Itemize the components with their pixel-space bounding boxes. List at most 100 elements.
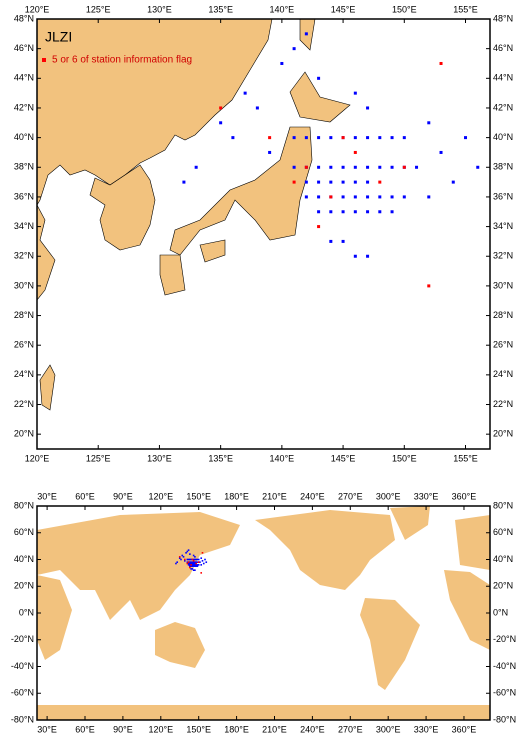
x-tick-label: 180°E xyxy=(224,724,249,734)
station xyxy=(181,554,184,557)
station xyxy=(255,106,259,110)
station xyxy=(353,254,357,258)
station xyxy=(304,136,308,140)
x-tick-label: 300°E xyxy=(376,724,401,734)
station xyxy=(182,180,186,184)
x-tick-label: 120°E xyxy=(148,724,173,734)
y-tick-label: -20°N xyxy=(493,634,516,644)
station xyxy=(196,558,199,561)
station xyxy=(190,565,192,567)
x-tick-label: 90°E xyxy=(113,724,133,734)
y-tick-label: 60°N xyxy=(493,527,513,537)
station xyxy=(192,561,195,563)
station xyxy=(196,561,199,563)
station xyxy=(186,561,189,563)
station xyxy=(183,560,186,562)
station xyxy=(353,136,357,140)
station xyxy=(186,558,189,561)
y-tick-label: 80°N xyxy=(14,500,34,510)
x-tick-label: 60°E xyxy=(75,724,95,734)
station xyxy=(464,136,468,140)
station xyxy=(192,560,195,562)
station xyxy=(191,562,194,565)
station xyxy=(280,61,284,65)
x-tick-label: 145°E xyxy=(331,453,356,463)
station xyxy=(190,561,192,563)
x-tick-label: 120°E xyxy=(148,491,173,501)
station xyxy=(402,195,406,199)
station xyxy=(176,561,179,563)
station xyxy=(378,165,382,169)
y-tick-label: 34°N xyxy=(14,221,34,231)
station xyxy=(194,558,196,561)
y-tick-label: -60°N xyxy=(493,688,516,698)
station xyxy=(439,61,443,65)
y-tick-label: 36°N xyxy=(14,191,34,201)
station xyxy=(205,561,208,563)
station xyxy=(390,210,394,214)
station xyxy=(190,564,192,566)
station xyxy=(451,180,455,184)
station xyxy=(200,557,203,559)
legend-swatch xyxy=(42,58,46,62)
station xyxy=(329,136,333,140)
station xyxy=(189,553,191,555)
station xyxy=(366,180,370,184)
y-tick-label: 0°N xyxy=(19,607,34,617)
y-tick-label: 0°N xyxy=(493,607,508,617)
station xyxy=(219,106,223,110)
station xyxy=(192,562,195,565)
station xyxy=(415,165,419,169)
station xyxy=(353,195,357,199)
y-tick-label: 26°N xyxy=(14,340,34,350)
station xyxy=(390,136,394,140)
y-tick-label: 44°N xyxy=(493,73,513,83)
x-tick-label: 145°E xyxy=(331,4,356,14)
x-tick-label: 155°E xyxy=(453,453,478,463)
y-tick-label: 44°N xyxy=(14,73,34,83)
x-tick-label: 125°E xyxy=(86,453,111,463)
station xyxy=(317,76,321,80)
y-tick-label: 28°N xyxy=(493,310,513,320)
station xyxy=(178,557,181,559)
station xyxy=(231,136,235,140)
station xyxy=(341,180,345,184)
station xyxy=(317,165,321,169)
station xyxy=(194,556,196,558)
y-tick-label: 46°N xyxy=(493,43,513,53)
station xyxy=(427,195,431,199)
x-tick-label: 360°E xyxy=(452,491,477,501)
station xyxy=(185,552,187,554)
station xyxy=(353,150,357,154)
station xyxy=(191,568,194,570)
station xyxy=(175,562,177,565)
y-tick-label: 22°N xyxy=(493,399,513,409)
x-tick-label: 155°E xyxy=(453,4,478,14)
station xyxy=(201,560,204,562)
station xyxy=(182,556,185,558)
y-tick-label: 38°N xyxy=(14,162,34,172)
map-title: JLZI xyxy=(45,29,72,45)
x-tick-label: 270°E xyxy=(338,491,363,501)
x-tick-label: 150°E xyxy=(186,724,211,734)
station xyxy=(190,562,192,565)
y-tick-label: 36°N xyxy=(493,191,513,201)
station xyxy=(353,180,357,184)
x-tick-label: 130°E xyxy=(147,453,172,463)
y-tick-label: 32°N xyxy=(14,251,34,261)
y-tick-label: 32°N xyxy=(493,251,513,261)
station xyxy=(329,195,333,199)
y-tick-label: 60°N xyxy=(14,527,34,537)
station xyxy=(191,564,194,566)
x-tick-label: 330°E xyxy=(414,724,439,734)
station xyxy=(317,225,321,229)
y-tick-label: -40°N xyxy=(493,661,516,671)
station xyxy=(183,558,186,561)
station xyxy=(476,165,480,169)
legend-label: 5 or 6 of station information flag xyxy=(52,55,192,66)
station xyxy=(366,106,370,110)
station xyxy=(197,564,200,566)
station xyxy=(195,564,197,566)
station xyxy=(329,210,333,214)
